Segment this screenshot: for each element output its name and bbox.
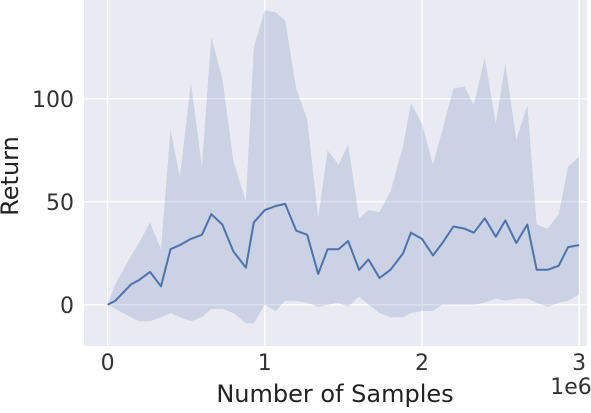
gridlines: [84, 0, 587, 346]
x-axis-label: Number of Samples: [216, 380, 453, 408]
confidence-band-group: [107, 10, 580, 324]
plot-background: [84, 0, 587, 346]
mean-line-group: [107, 202, 580, 306]
x-tick-label: 3: [572, 351, 586, 376]
x-tick-label: 1: [258, 351, 272, 376]
mean-return-line: [107, 202, 580, 306]
y-tick-label: 50: [46, 191, 74, 216]
x-tick-label: 2: [415, 351, 429, 376]
x-axis-offset-label: 1e6: [550, 375, 591, 400]
y-axis-label: Return: [0, 136, 24, 216]
y-tick-label: 0: [60, 294, 74, 319]
confidence-band: [107, 10, 580, 324]
x-tick-labels: 0 1 2 3: [101, 351, 587, 376]
y-tick-label: 100: [32, 88, 74, 113]
x-tick-label: 0: [101, 351, 115, 376]
y-tick-labels: 0 50 100: [32, 88, 74, 319]
